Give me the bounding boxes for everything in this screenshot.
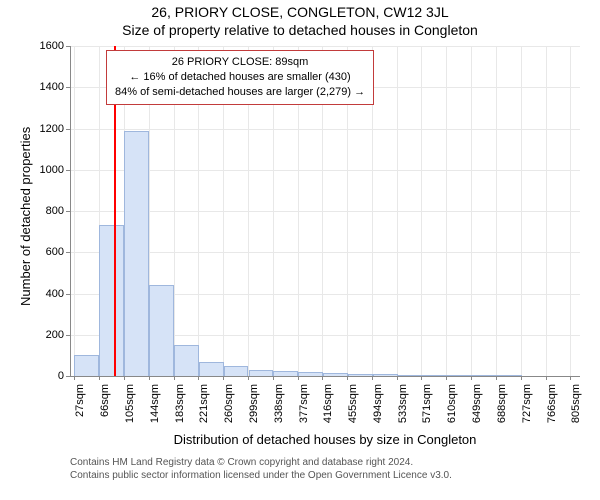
histogram-bar bbox=[199, 362, 224, 376]
histogram-bar bbox=[224, 366, 249, 376]
x-tick-label: 299sqm bbox=[248, 384, 260, 434]
y-tick-label: 200 bbox=[30, 329, 64, 341]
x-tick-label: 805sqm bbox=[570, 384, 582, 434]
x-tick-label: 766sqm bbox=[546, 384, 558, 434]
grid-line bbox=[496, 46, 497, 376]
x-tick-label: 571sqm bbox=[421, 384, 433, 434]
x-tick-label: 183sqm bbox=[174, 384, 186, 434]
x-tick-label: 105sqm bbox=[124, 384, 136, 434]
x-axis-line bbox=[70, 376, 580, 377]
y-tick-label: 1600 bbox=[30, 40, 64, 52]
x-tick-label: 377sqm bbox=[298, 384, 310, 434]
credits-line1: Contains HM Land Registry data © Crown c… bbox=[70, 456, 452, 469]
histogram-bar bbox=[149, 285, 174, 376]
histogram-bar bbox=[124, 131, 149, 376]
x-tick-label: 649sqm bbox=[471, 384, 483, 434]
x-tick-label: 416sqm bbox=[322, 384, 334, 434]
x-tick-label: 260sqm bbox=[223, 384, 235, 434]
annotation-line1: 26 PRIORY CLOSE: 89sqm bbox=[115, 55, 365, 70]
annotation-line2: ← 16% of detached houses are smaller (43… bbox=[115, 70, 365, 85]
grid-line bbox=[570, 46, 571, 376]
x-tick-label: 144sqm bbox=[149, 384, 161, 434]
x-tick-label: 688sqm bbox=[496, 384, 508, 434]
x-tick-label: 533sqm bbox=[397, 384, 409, 434]
y-axis-line bbox=[70, 46, 71, 376]
histogram-bar bbox=[174, 345, 199, 376]
y-tick-label: 1000 bbox=[30, 164, 64, 176]
x-tick-label: 455sqm bbox=[347, 384, 359, 434]
x-tick-label: 494sqm bbox=[372, 384, 384, 434]
x-tick-label: 221sqm bbox=[198, 384, 210, 434]
x-tick-label: 338sqm bbox=[273, 384, 285, 434]
grid-line bbox=[446, 46, 447, 376]
chart-title-line2: Size of property relative to detached ho… bbox=[0, 22, 600, 38]
grid-line bbox=[471, 46, 472, 376]
grid-line bbox=[421, 46, 422, 376]
histogram-bar bbox=[74, 355, 99, 376]
annotation-box: 26 PRIORY CLOSE: 89sqm ← 16% of detached… bbox=[106, 50, 374, 105]
grid-line bbox=[74, 46, 75, 376]
y-tick-label: 600 bbox=[30, 246, 64, 258]
x-axis-label: Distribution of detached houses by size … bbox=[70, 432, 580, 447]
grid-line bbox=[546, 46, 547, 376]
grid-line bbox=[70, 46, 580, 47]
y-tick-label: 1400 bbox=[30, 81, 64, 93]
y-tick-label: 0 bbox=[30, 370, 64, 382]
credits-line2: Contains public sector information licen… bbox=[70, 469, 452, 482]
y-tick-label: 400 bbox=[30, 288, 64, 300]
grid-line bbox=[70, 129, 580, 130]
x-tick-label: 727sqm bbox=[521, 384, 533, 434]
x-tick-label: 610sqm bbox=[446, 384, 458, 434]
y-tick-label: 1200 bbox=[30, 123, 64, 135]
grid-line bbox=[521, 46, 522, 376]
histogram-bar bbox=[99, 225, 124, 376]
grid-line bbox=[397, 46, 398, 376]
x-tick-label: 27sqm bbox=[74, 384, 86, 434]
annotation-line3: 84% of semi-detached houses are larger (… bbox=[115, 85, 365, 100]
x-tick-label: 66sqm bbox=[99, 384, 111, 434]
y-tick-label: 800 bbox=[30, 205, 64, 217]
chart-credits: Contains HM Land Registry data © Crown c… bbox=[70, 456, 452, 482]
chart-title-line1: 26, PRIORY CLOSE, CONGLETON, CW12 3JL bbox=[0, 4, 600, 20]
